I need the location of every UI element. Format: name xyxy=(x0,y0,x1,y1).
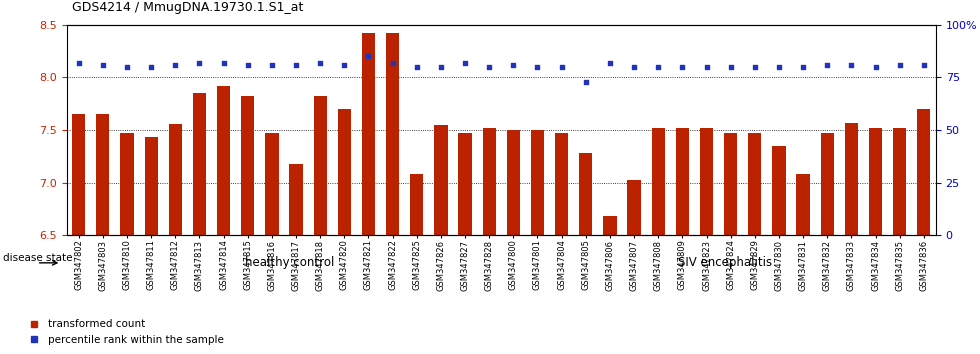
Point xyxy=(361,53,376,59)
Bar xyxy=(507,130,520,235)
Bar xyxy=(869,128,882,235)
Bar xyxy=(917,109,930,235)
Point xyxy=(747,64,762,70)
Point xyxy=(433,64,449,70)
Bar xyxy=(772,146,786,235)
Bar xyxy=(121,133,133,235)
Bar xyxy=(362,33,375,235)
Point xyxy=(699,64,714,70)
Point xyxy=(71,60,86,65)
Point xyxy=(771,64,787,70)
Text: disease state: disease state xyxy=(3,253,73,263)
Point xyxy=(867,64,883,70)
Point xyxy=(409,64,424,70)
Point xyxy=(385,60,401,65)
Bar xyxy=(482,128,496,235)
Point xyxy=(529,64,545,70)
Point xyxy=(674,64,690,70)
Point xyxy=(819,62,835,68)
Point xyxy=(216,60,231,65)
Bar xyxy=(555,133,568,235)
Point xyxy=(481,64,497,70)
Bar xyxy=(893,128,907,235)
Point xyxy=(795,64,810,70)
Bar xyxy=(241,96,255,235)
Point xyxy=(288,62,304,68)
Point xyxy=(578,79,594,85)
Bar xyxy=(266,133,278,235)
Point xyxy=(168,62,183,68)
Point xyxy=(336,62,352,68)
Point xyxy=(723,64,739,70)
Point xyxy=(554,64,569,70)
Bar xyxy=(434,125,448,235)
Point xyxy=(651,64,666,70)
Bar xyxy=(386,33,399,235)
Bar xyxy=(579,153,593,235)
Point xyxy=(602,60,617,65)
Bar xyxy=(459,133,471,235)
Bar xyxy=(700,128,713,235)
Bar xyxy=(410,174,423,235)
Bar xyxy=(627,179,641,235)
Point xyxy=(313,60,328,65)
Bar xyxy=(652,128,664,235)
Point xyxy=(264,62,279,68)
Bar xyxy=(217,86,230,235)
Point xyxy=(143,64,159,70)
Text: GDS4214 / MmugDNA.19730.1.S1_at: GDS4214 / MmugDNA.19730.1.S1_at xyxy=(72,1,303,14)
Point xyxy=(192,60,208,65)
Bar xyxy=(193,93,206,235)
Text: healthy control: healthy control xyxy=(245,256,335,269)
Point xyxy=(458,60,473,65)
Point xyxy=(626,64,642,70)
Bar xyxy=(797,174,809,235)
Point xyxy=(844,62,859,68)
Point xyxy=(916,62,932,68)
Bar xyxy=(338,109,351,235)
Bar xyxy=(314,96,326,235)
Point xyxy=(892,62,907,68)
Point xyxy=(506,62,521,68)
Text: SIV encephalitis: SIV encephalitis xyxy=(677,256,771,269)
Bar xyxy=(820,133,834,235)
Point xyxy=(120,64,135,70)
Point xyxy=(240,62,256,68)
Bar xyxy=(73,114,85,235)
Bar xyxy=(604,216,616,235)
Bar xyxy=(724,133,737,235)
Legend: transformed count, percentile rank within the sample: transformed count, percentile rank withi… xyxy=(24,315,227,349)
Bar xyxy=(676,128,689,235)
Point xyxy=(95,62,111,68)
Bar xyxy=(289,164,303,235)
Bar xyxy=(144,137,158,235)
Bar xyxy=(845,123,858,235)
Bar xyxy=(169,124,182,235)
Bar xyxy=(531,130,544,235)
Bar xyxy=(748,133,761,235)
Bar xyxy=(96,114,110,235)
